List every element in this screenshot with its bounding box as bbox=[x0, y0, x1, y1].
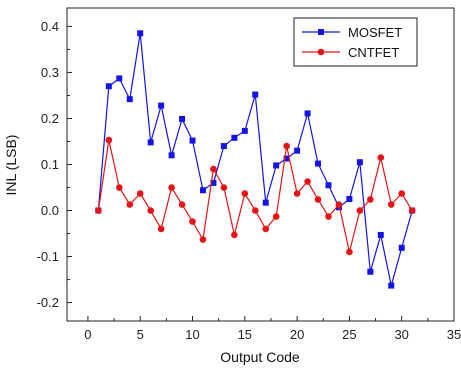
x-tick-label: 25 bbox=[342, 327, 356, 342]
mosfet-point bbox=[241, 127, 248, 134]
cntfet-point bbox=[314, 196, 322, 203]
cntfet-point bbox=[325, 213, 332, 220]
cntfet-point bbox=[147, 207, 154, 214]
cntfet-point bbox=[377, 154, 385, 161]
y-tick-label: 0.0 bbox=[41, 203, 59, 218]
x-tick-label: 20 bbox=[290, 327, 304, 342]
cntfet-point bbox=[210, 165, 217, 173]
x-axis-ticks: 0 5 10 15 20 25 30 35 bbox=[84, 316, 461, 342]
mosfet-point bbox=[367, 268, 374, 275]
mosfet-point bbox=[210, 179, 217, 186]
legend-cntfet-label: CNTFET bbox=[348, 45, 399, 60]
cntfet-point bbox=[387, 201, 395, 208]
mosfet-point bbox=[189, 137, 196, 144]
mosfet-point bbox=[294, 147, 301, 154]
cntfet-point bbox=[168, 184, 175, 191]
mosfet-point bbox=[126, 96, 133, 103]
cntfet-point bbox=[408, 207, 416, 214]
y-tick-label: 0.3 bbox=[41, 65, 59, 80]
mosfet-point bbox=[137, 30, 144, 37]
mosfet-point bbox=[252, 91, 259, 98]
series-layer bbox=[95, 30, 416, 289]
cntfet-point bbox=[251, 207, 259, 214]
mosfet-point bbox=[356, 159, 363, 166]
x-tick-label: 0 bbox=[84, 327, 91, 342]
mosfet-point bbox=[315, 160, 322, 167]
cntfet-point bbox=[199, 236, 207, 243]
cntfet-point bbox=[335, 201, 343, 208]
mosfet-point bbox=[105, 83, 112, 90]
x-tick-label: 10 bbox=[185, 327, 199, 342]
x-axis-title: Output Code bbox=[220, 349, 300, 365]
legend-mosfet-label: MOSFET bbox=[348, 25, 402, 40]
mosfet-point bbox=[388, 282, 395, 289]
cntfet-point bbox=[283, 142, 290, 150]
cntfet-point bbox=[304, 178, 311, 185]
cntfet-point bbox=[178, 201, 186, 208]
cntfet-point bbox=[189, 218, 196, 225]
mosfet-point bbox=[147, 139, 154, 146]
cntfet-point bbox=[272, 213, 280, 220]
cntfet-point bbox=[126, 201, 134, 208]
y-tick-label: -0.2 bbox=[37, 295, 59, 310]
x-tick-label: 5 bbox=[137, 327, 144, 342]
cntfet-point bbox=[356, 207, 364, 214]
x-tick-label: 35 bbox=[447, 327, 461, 342]
y-tick-label: 0.1 bbox=[41, 157, 59, 172]
cntfet-point bbox=[157, 225, 165, 233]
mosfet-point bbox=[262, 199, 269, 206]
mosfet-point bbox=[398, 244, 405, 251]
cntfet-point bbox=[293, 190, 301, 197]
cntfet-point bbox=[367, 196, 374, 203]
cntfet-point bbox=[398, 190, 406, 197]
mosfet-point bbox=[168, 152, 175, 159]
mosfet-point bbox=[231, 134, 238, 141]
cntfet-point bbox=[241, 190, 249, 197]
cntfet-point bbox=[262, 225, 270, 233]
legend-box bbox=[293, 17, 418, 67]
mosfet-point bbox=[283, 155, 290, 162]
mosfet-point bbox=[220, 143, 227, 150]
legend: MOSFET CNTFET bbox=[293, 17, 418, 67]
mosfet-point bbox=[116, 75, 123, 82]
cntfet-point bbox=[105, 136, 113, 144]
mosfet-point bbox=[325, 182, 332, 189]
mosfet-point bbox=[346, 196, 353, 203]
mosfet-point bbox=[158, 102, 165, 109]
cntfet-point bbox=[115, 184, 123, 191]
cntfet-point bbox=[346, 248, 353, 256]
y-axis-title: INL (LSB) bbox=[3, 135, 19, 196]
y-tick-label: -0.1 bbox=[37, 249, 59, 264]
x-tick-label: 30 bbox=[394, 327, 408, 342]
cntfet-point bbox=[95, 207, 102, 214]
cntfet-point bbox=[220, 184, 228, 191]
mosfet-point bbox=[273, 162, 280, 169]
mosfet-point bbox=[179, 115, 186, 122]
cntfet-point bbox=[136, 190, 144, 197]
y-axis-ticks: -0.2 -0.1 0.0 0.1 0.2 0.3 0.4 bbox=[37, 19, 72, 310]
y-tick-label: 0.2 bbox=[41, 111, 59, 126]
legend-cntfet-marker bbox=[317, 48, 325, 56]
mosfet-point bbox=[304, 110, 311, 117]
mosfet-point bbox=[199, 187, 206, 194]
mosfet-point bbox=[377, 231, 384, 238]
x-tick-label: 15 bbox=[238, 327, 252, 342]
legend-mosfet-marker bbox=[318, 29, 324, 35]
cntfet-point bbox=[231, 231, 238, 239]
y-tick-label: 0.4 bbox=[41, 19, 59, 34]
